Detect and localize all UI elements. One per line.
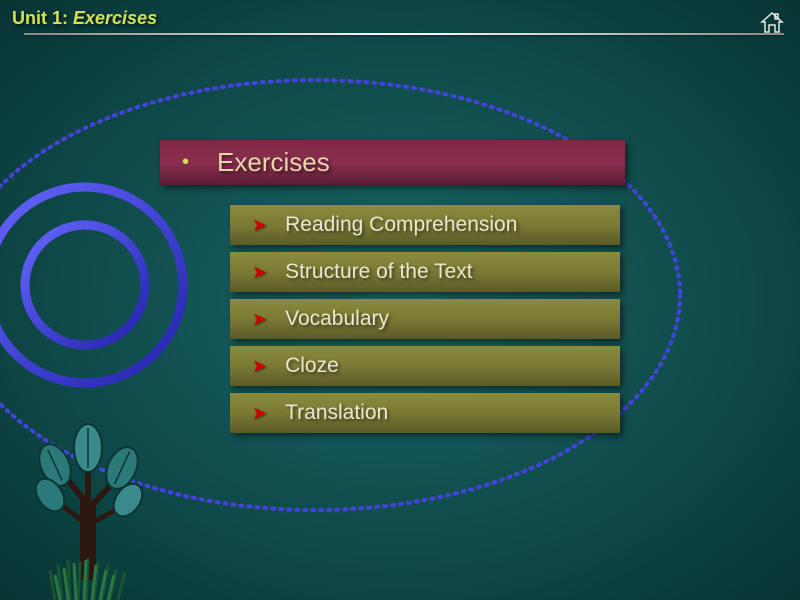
page-header: Unit 1: Exercises [0,0,800,43]
menu-label: Translation [285,401,388,425]
menu-label: Vocabulary [285,307,389,331]
unit-label: Unit 1: [12,8,68,28]
menu-label: Structure of the Text [285,260,473,284]
arrow-icon: ➤ [252,403,267,424]
header-divider [24,33,784,35]
menu-list: ➤ Reading Comprehension ➤ Structure of t… [230,205,625,433]
menu-item-translation[interactable]: ➤ Translation [230,393,620,433]
bullet-icon: • [182,151,189,174]
arrow-icon: ➤ [252,356,267,377]
menu-item-vocabulary[interactable]: ➤ Vocabulary [230,299,620,339]
arrow-icon: ➤ [252,309,267,330]
unit-title: Exercises [73,8,157,28]
decorative-tree [20,380,170,600]
arrow-icon: ➤ [252,262,267,283]
menu-label: Cloze [285,354,339,378]
arrow-icon: ➤ [252,215,267,236]
menu-item-cloze[interactable]: ➤ Cloze [230,346,620,386]
menu-item-reading[interactable]: ➤ Reading Comprehension [230,205,620,245]
main-content: • Exercises ➤ Reading Comprehension ➤ St… [160,140,625,440]
menu-item-structure[interactable]: ➤ Structure of the Text [230,252,620,292]
menu-label: Reading Comprehension [285,213,517,237]
home-icon[interactable] [758,8,786,36]
section-title: Exercises [217,147,330,178]
section-header: • Exercises [160,140,625,185]
